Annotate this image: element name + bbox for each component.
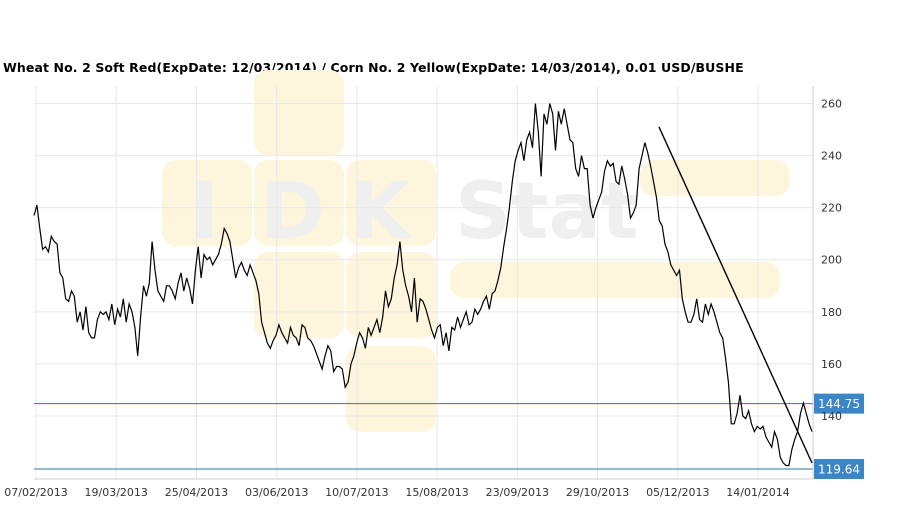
x-tick-label: 25/04/2013 xyxy=(165,486,228,499)
watermark-block xyxy=(640,160,790,196)
level-badge xyxy=(814,459,864,479)
x-tick-label: 19/03/2013 xyxy=(85,486,148,499)
y-tick-label: 220 xyxy=(821,202,842,215)
x-tick-label: 15/08/2013 xyxy=(405,486,468,499)
y-tick-label: 140 xyxy=(821,410,842,423)
x-tick-label: 29/10/2013 xyxy=(566,486,629,499)
x-tick-label: 07/02/2013 xyxy=(4,486,67,499)
watermark-block xyxy=(346,252,436,338)
x-tick-label: 23/09/2013 xyxy=(486,486,549,499)
level-badge-label: 144.75 xyxy=(818,397,860,411)
x-tick-label: 10/07/2013 xyxy=(325,486,388,499)
y-tick-label: 240 xyxy=(821,150,842,163)
watermark-block xyxy=(346,160,436,246)
chart-title: Wheat No. 2 Soft Red(ExpDate: 12/03/2014… xyxy=(3,60,744,75)
axes: 140 160 180 200 220 240 260 07/02/2013 19/03/201… xyxy=(4,86,842,499)
series-line-wheat-corn xyxy=(33,103,813,467)
level-lines: 144.75 119.64 xyxy=(34,393,864,479)
y-tick-label: 200 xyxy=(821,254,842,267)
watermark-block xyxy=(162,160,252,246)
watermark-letter: D xyxy=(260,167,325,257)
idkstat-watermark: I D K Stat xyxy=(162,70,790,432)
watermark-block xyxy=(346,346,436,432)
watermark-block xyxy=(254,252,344,338)
x-tick-label: 05/12/2013 xyxy=(646,486,709,499)
grid-lines xyxy=(34,86,813,479)
watermark-letter: Stat xyxy=(455,167,638,257)
watermark-block xyxy=(450,262,780,298)
y-tick-label: 260 xyxy=(821,98,842,111)
watermark-block xyxy=(254,70,344,156)
x-tick-label: 03/06/2013 xyxy=(245,486,308,499)
price-series xyxy=(33,103,813,467)
level-badge-label: 119.64 xyxy=(818,463,860,477)
x-tick-label: 14/01/2014 xyxy=(726,486,789,499)
y-tick-label: 180 xyxy=(821,306,842,319)
watermark-letter: K xyxy=(350,167,413,257)
level-badge xyxy=(814,393,864,414)
trend-line xyxy=(658,126,813,464)
watermark-letter: I xyxy=(190,167,219,257)
y-tick-label: 160 xyxy=(821,358,842,371)
